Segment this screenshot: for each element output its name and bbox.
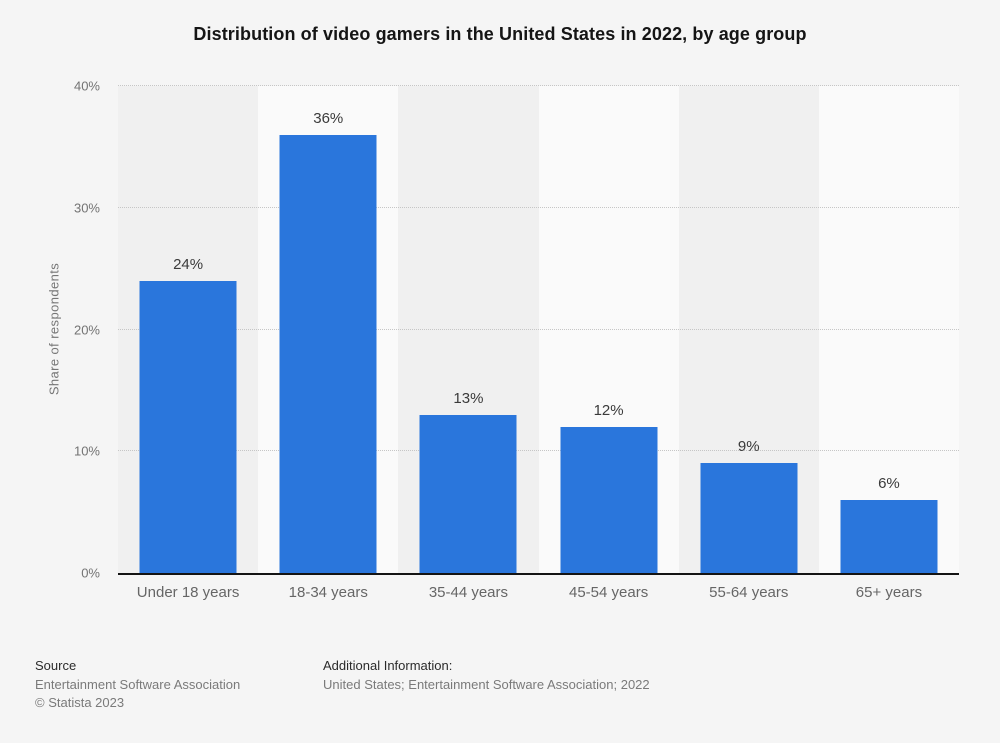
bar-value-label-18-34-years: 36% (313, 109, 344, 127)
plot-area: 24% 36% 13% 12% 9% 6% (118, 85, 960, 575)
statista-copyright: © Statista 2023 (35, 695, 125, 710)
additional-info-text: United States; Entertainment Software As… (323, 677, 650, 692)
bar-55-64-years[interactable] (700, 463, 798, 573)
gridline-20 (118, 328, 959, 330)
category-band-45-54-years: 12% (538, 86, 679, 573)
y-axis-ticks: 0% 10% 20% 30% 40% (55, 79, 100, 581)
bar-value-label-55-64-years: 9% (737, 438, 760, 456)
bar-value-label-35-44-years: 13% (453, 389, 484, 407)
category-band-55-64-years: 9% (678, 86, 819, 573)
bar-35-44-years[interactable] (419, 414, 517, 573)
chart-title: Distribution of video gamers in the Unit… (193, 24, 807, 44)
x-axis-label-45-54-years: 45-54 years (568, 584, 649, 601)
y-tick-label-30: 30% (73, 200, 100, 216)
bar-value-label-45-54-years: 12% (593, 401, 624, 419)
x-axis-label-under-18-years: Under 18 years (136, 584, 240, 601)
bar-45-54-years[interactable] (560, 426, 658, 573)
additional-info-heading: Additional Information: (323, 658, 453, 673)
category-band-18-34-years: 36% (258, 86, 399, 573)
bar-under-18-years[interactable] (139, 280, 237, 573)
source-block: Source Entertainment Software Associatio… (35, 658, 240, 713)
category-bands: 24% 36% 13% 12% 9% 6% (118, 86, 960, 573)
bar-18-34-years[interactable] (279, 134, 377, 573)
x-axis-label-65-years: 65+ years (855, 584, 923, 601)
y-tick-label-40: 40% (73, 78, 100, 94)
source-heading: Source (35, 658, 77, 673)
gridline-40 (118, 85, 959, 86)
y-tick-label-0: 0% (81, 565, 100, 581)
category-band-35-44-years: 13% (398, 86, 539, 573)
x-axis-labels: Under 18 years 18-34 years 35-44 years 45-5… (118, 584, 959, 601)
x-axis-label-55-64-years: 55-64 years (709, 584, 789, 601)
x-axis-label-35-44-years: 35-44 years (428, 584, 509, 601)
x-axis-label-18-34-years: 18-34 years (288, 584, 368, 601)
category-band-under-18-years: 24% (118, 86, 259, 573)
source-name: Entertainment Software Association (35, 677, 241, 692)
bar-value-label-65-years: 6% (878, 474, 900, 492)
bar-value-label-under-18-years: 24% (173, 255, 204, 273)
additional-info-block: Additional Information: United States; E… (323, 658, 650, 695)
bar-65-years[interactable] (840, 499, 938, 573)
y-tick-label-20: 20% (73, 322, 100, 337)
category-band-65-years: 6% (818, 86, 960, 573)
gridline-30 (118, 206, 959, 208)
gridline-10 (118, 450, 959, 452)
y-tick-label-10: 10% (73, 443, 100, 459)
